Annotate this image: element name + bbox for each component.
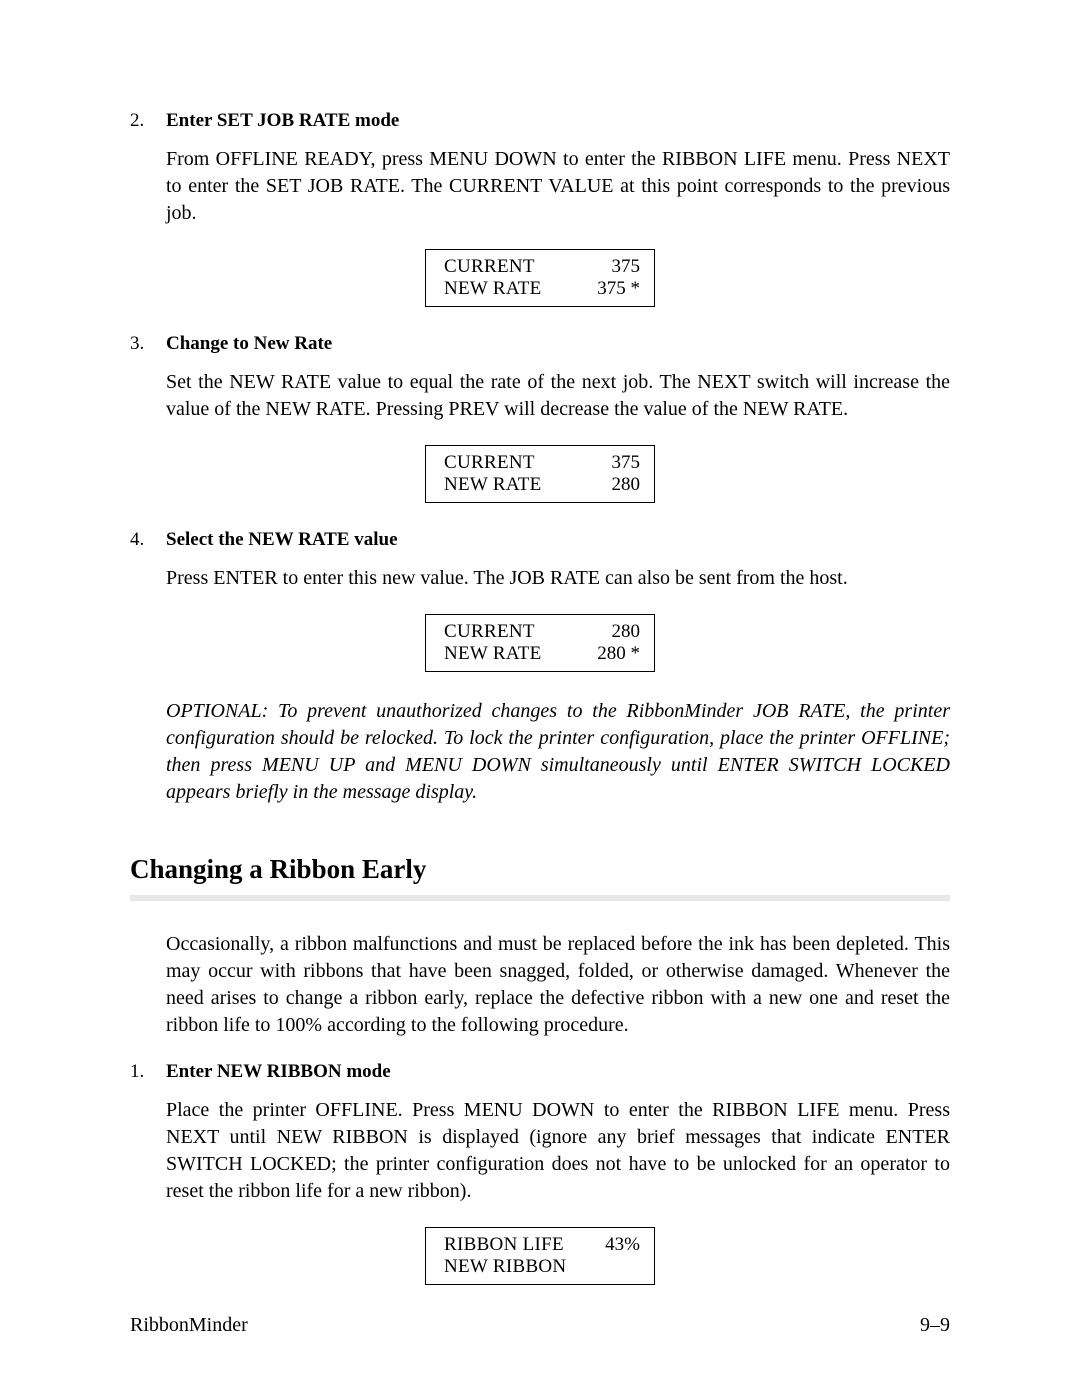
section-heading: Changing a Ribbon Early — [130, 854, 950, 885]
display-value: 43% — [605, 1234, 640, 1256]
display-label: NEW RATE — [444, 643, 542, 665]
step-4: 4. Select the NEW RATE value Press ENTER… — [130, 529, 950, 672]
display-row: NEW RATE 375 * — [444, 278, 640, 300]
display-box-step1b: RIBBON LIFE 43% NEW RIBBON — [425, 1227, 655, 1285]
step-3-title: Change to New Rate — [166, 333, 332, 355]
step-3: 3. Change to New Rate Set the NEW RATE v… — [130, 333, 950, 503]
step-3-body: Set the NEW RATE value to equal the rate… — [166, 369, 950, 423]
display-row: RIBBON LIFE 43% — [444, 1234, 640, 1256]
step-1b-header: 1. Enter NEW RIBBON mode — [130, 1061, 950, 1083]
step-1b-title: Enter NEW RIBBON mode — [166, 1061, 391, 1083]
display-row: NEW RIBBON — [444, 1256, 640, 1278]
display-row: CURRENT 375 — [444, 256, 640, 278]
display-label: NEW RIBBON — [444, 1256, 566, 1278]
display-label: NEW RATE — [444, 474, 542, 496]
display-value: 280 * — [597, 643, 640, 665]
display-box-step3: CURRENT 375 NEW RATE 280 — [425, 445, 655, 503]
step-1b-body: Place the printer OFFLINE. Press MENU DO… — [166, 1097, 950, 1205]
optional-note: OPTIONAL: To prevent unauthorized change… — [166, 698, 950, 806]
step-3-number: 3. — [130, 333, 166, 355]
display-row: NEW RATE 280 * — [444, 643, 640, 665]
section-intro: Occasionally, a ribbon malfunctions and … — [166, 931, 950, 1039]
display-label: CURRENT — [444, 621, 535, 643]
step-1b-number: 1. — [130, 1061, 166, 1083]
step-2-body: From OFFLINE READY, press MENU DOWN to e… — [166, 146, 950, 227]
step-2: 2. Enter SET JOB RATE mode From OFFLINE … — [130, 110, 950, 307]
display-label: NEW RATE — [444, 278, 542, 300]
step-4-header: 4. Select the NEW RATE value — [130, 529, 950, 551]
display-value: 375 — [612, 256, 641, 278]
display-row: CURRENT 280 — [444, 621, 640, 643]
step-2-title: Enter SET JOB RATE mode — [166, 110, 399, 132]
display-value: 375 * — [597, 278, 640, 300]
step-4-title: Select the NEW RATE value — [166, 529, 398, 551]
display-label: RIBBON LIFE — [444, 1234, 564, 1256]
display-row: CURRENT 375 — [444, 452, 640, 474]
display-box-step2: CURRENT 375 NEW RATE 375 * — [425, 249, 655, 307]
footer-left: RibbonMinder — [130, 1314, 248, 1337]
step-4-body: Press ENTER to enter this new value. The… — [166, 565, 950, 592]
display-box-step4: CURRENT 280 NEW RATE 280 * — [425, 614, 655, 672]
display-row: NEW RATE 280 — [444, 474, 640, 496]
step-3-header: 3. Change to New Rate — [130, 333, 950, 355]
step-2-number: 2. — [130, 110, 166, 132]
section-rule — [130, 895, 950, 901]
page-content: 2. Enter SET JOB RATE mode From OFFLINE … — [0, 0, 1080, 1397]
step-4-number: 4. — [130, 529, 166, 551]
display-label: CURRENT — [444, 256, 535, 278]
display-value: 375 — [612, 452, 641, 474]
page-footer: RibbonMinder 9–9 — [130, 1314, 950, 1337]
footer-right: 9–9 — [920, 1314, 950, 1337]
step-1-new-ribbon: 1. Enter NEW RIBBON mode Place the print… — [130, 1061, 950, 1285]
step-2-header: 2. Enter SET JOB RATE mode — [130, 110, 950, 132]
display-value: 280 — [612, 474, 641, 496]
display-value: 280 — [612, 621, 641, 643]
display-label: CURRENT — [444, 452, 535, 474]
